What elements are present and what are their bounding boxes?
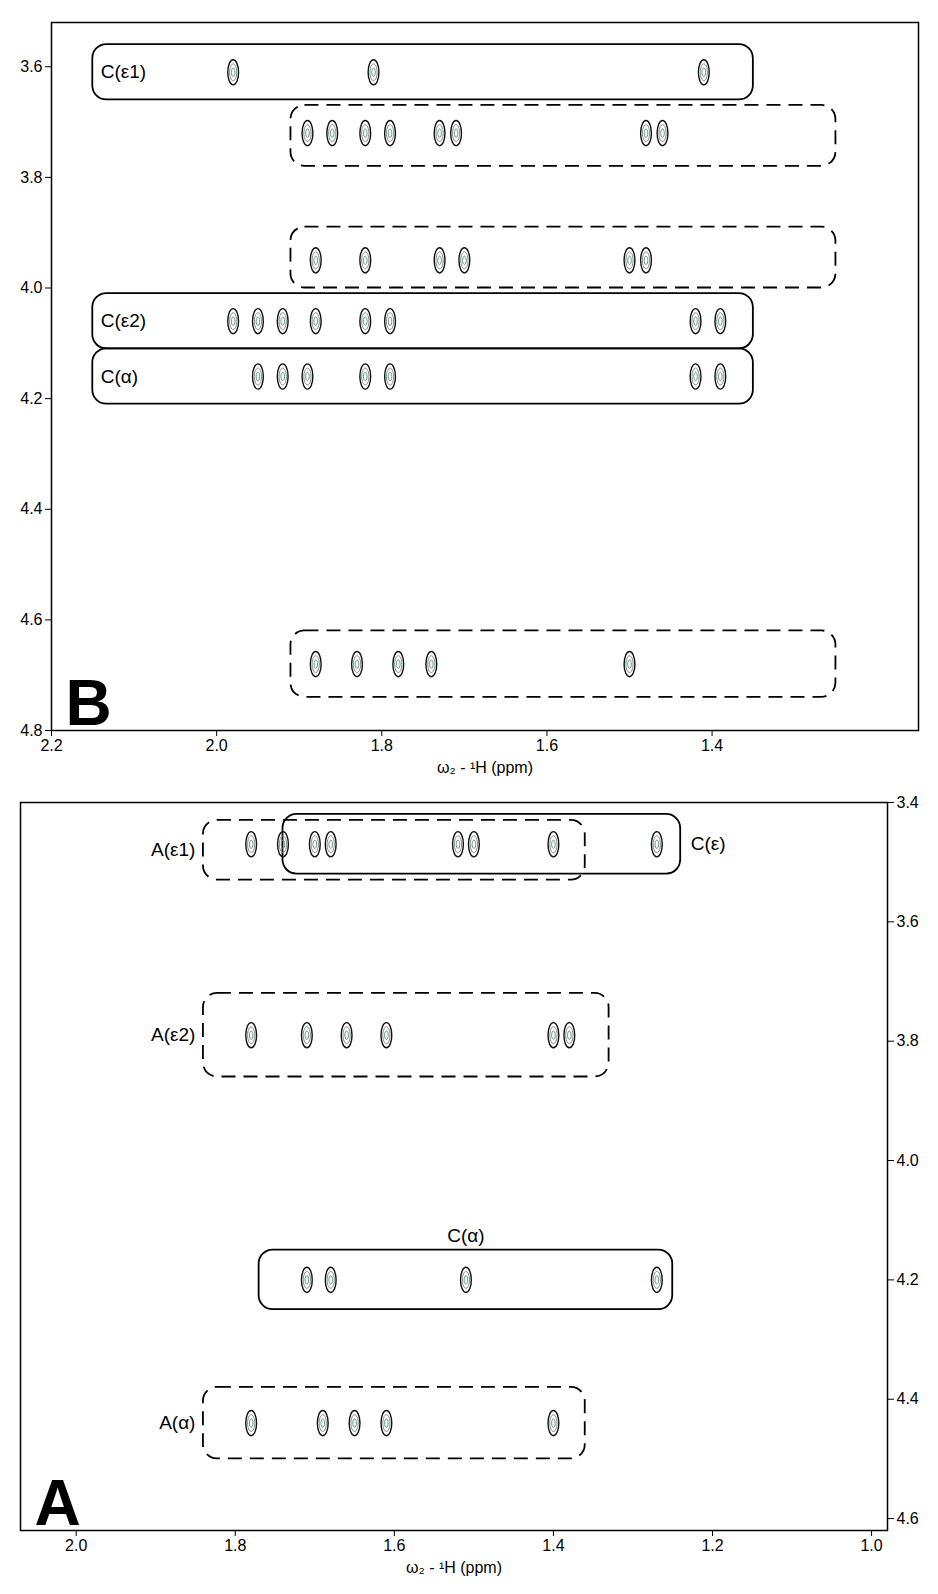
svg-text:1.6: 1.6 [383,1537,405,1554]
svg-text:1.2: 1.2 [701,1537,723,1554]
svg-text:C(ε2): C(ε2) [101,310,146,331]
svg-text:1.8: 1.8 [371,737,393,754]
svg-text:3.6: 3.6 [897,913,919,930]
svg-text:3.4: 3.4 [897,794,919,811]
svg-text:C(α): C(α) [101,366,138,387]
svg-text:A(α): A(α) [159,1412,195,1433]
svg-text:4.0: 4.0 [897,1152,919,1169]
svg-text:2.0: 2.0 [65,1537,87,1554]
svg-text:4.2: 4.2 [897,1271,919,1288]
svg-text:4.0: 4.0 [20,279,42,296]
svg-text:A: A [35,1467,81,1539]
svg-text:4.6: 4.6 [20,611,42,628]
svg-text:C(ε1): C(ε1) [101,61,146,82]
svg-text:4.8: 4.8 [20,722,42,739]
svg-text:A(ε2): A(ε2) [151,1024,195,1045]
svg-text:4.2: 4.2 [20,390,42,407]
svg-text:3.8: 3.8 [20,168,42,185]
svg-text:1.4: 1.4 [542,1537,564,1554]
svg-text:2.0: 2.0 [206,737,228,754]
svg-text:2.2: 2.2 [40,737,62,754]
svg-text:1.0: 1.0 [860,1537,882,1554]
svg-text:C(ε): C(ε) [691,833,726,854]
svg-text:1.8: 1.8 [224,1537,246,1554]
svg-text:ω₂ - ¹H (ppm): ω₂ - ¹H (ppm) [406,1559,502,1576]
svg-text:1.4: 1.4 [701,737,723,754]
svg-text:3.6: 3.6 [20,58,42,75]
svg-text:3.8: 3.8 [897,1032,919,1049]
svg-text:4.6: 4.6 [897,1510,919,1527]
svg-text:ω₂ - ¹H (ppm): ω₂ - ¹H (ppm) [437,759,533,776]
svg-text:A(ε1): A(ε1) [151,839,195,860]
svg-text:B: B [66,667,112,739]
svg-text:4.4: 4.4 [20,500,42,517]
svg-text:4.4: 4.4 [897,1390,919,1407]
svg-text:1.6: 1.6 [536,737,558,754]
svg-text:C(α): C(α) [447,1225,484,1246]
